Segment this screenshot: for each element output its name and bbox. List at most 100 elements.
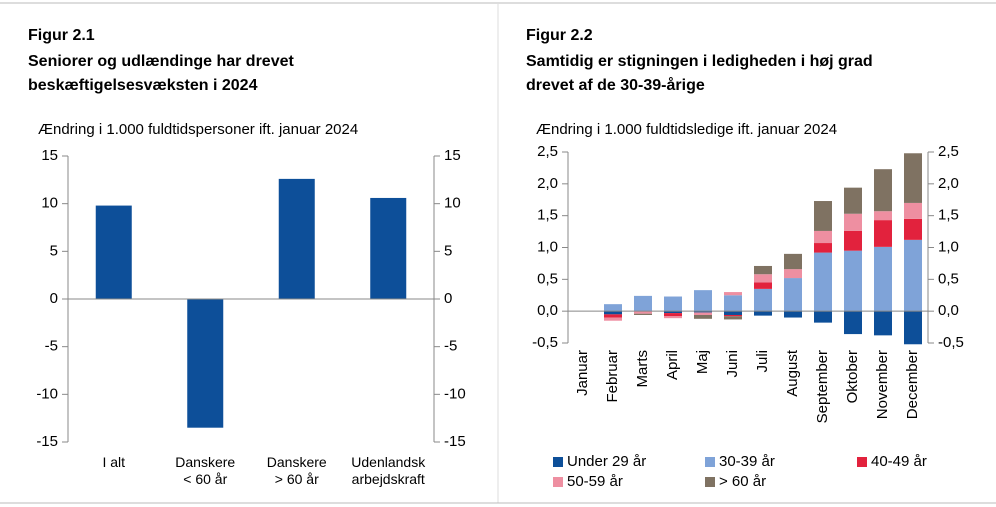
bar-segment [814,201,832,231]
y2-tick-label: 2,0 [938,175,959,192]
y2-tick-label: 2,5 [938,143,959,160]
bar-segment [814,230,832,244]
bar [370,197,407,299]
y-tick-label: 1,0 [537,238,558,255]
y-tick-label: 15 [41,147,58,164]
x-tick-line: arbejdskraft [352,471,425,487]
bar-segment [904,239,922,312]
x-tick-label: November [874,350,891,419]
y2-tick-label: -10 [444,385,466,402]
y-tick-label: 2,0 [537,175,558,192]
bar-segment [754,282,772,289]
x-tick-label: August [784,349,801,397]
x-tick-line: > 60 år [275,471,319,487]
bar-segment [694,314,712,319]
y2-tick-label: 1,5 [938,207,959,224]
y-tick-label: 0,0 [537,302,558,319]
bar-segment [784,311,802,318]
bar-segment [604,304,622,312]
bar-segment [664,311,682,314]
x-tick-label: Juni [724,350,741,378]
legend-label: 40-49 år [871,453,927,470]
bar-segment [694,311,712,313]
y-tick-label: 1,5 [537,207,558,224]
y2-tick-label: 0,0 [938,302,959,319]
y2-tick-label: 10 [444,195,461,212]
y-tick-label: 2,5 [537,143,558,160]
bar-segment [724,295,742,312]
bar-segment [634,311,652,314]
bar [187,299,224,428]
y2-tick-label: 15 [444,147,461,164]
x-tick-label: September [814,350,831,423]
legend-swatch [857,457,867,467]
bar-segment [904,311,922,345]
x-tick-label: Udenlandsk arbejdskraft [351,454,426,487]
bar-segment [874,211,892,221]
x-tick-line: < 60 år [183,471,227,487]
bar-segment [724,311,742,315]
y2-tick-label: 0,5 [938,270,959,287]
x-tick-label: Januar [574,350,591,396]
bar-segment [784,278,802,312]
bar-segment [694,312,712,315]
figure-number: Figur 2.1 [28,27,95,44]
y-tick-label: 10 [41,195,58,212]
bar-segment [844,250,862,312]
x-tick-line: Udenlandsk [351,454,426,470]
y2-tick-label: 1,0 [938,238,959,255]
x-tick-label: Oktober [844,350,861,403]
bar-segment [754,265,772,275]
y2-tick-label: -0,5 [938,334,964,351]
x-tick-label: Juli [754,350,771,373]
bar-segment [814,243,832,253]
bar-segment [874,246,892,312]
figure-title: drevet af de 30-39-årige [526,76,705,94]
bar-segment [784,253,802,270]
y-tick-label: -10 [36,385,58,402]
bar-segment [634,313,652,315]
y-tick-label: 5 [50,242,58,259]
bar-segment [784,269,802,279]
legend-swatch [553,477,563,487]
legend-label: 50-59 år [567,473,623,490]
x-tick-line: I alt [102,454,125,470]
bar-segment [724,314,742,317]
bar-segment [604,317,622,321]
bar-segment [754,288,772,312]
bar-segment [874,169,892,212]
x-tick-line: Danskere [267,454,327,470]
bar-segment [694,290,712,312]
y-axis-label: Ændring i 1.000 fuldtidspersoner ift. ja… [38,121,358,138]
bar-segment [664,316,682,319]
bar-segment [874,311,892,336]
bar-segment [814,311,832,323]
bar-segment [904,218,922,240]
legend-swatch [705,477,715,487]
bar [278,178,315,299]
y-tick-label: -5 [45,338,58,355]
bar-segment [874,220,892,247]
bar-segment [634,295,652,312]
y-tick-label: -0,5 [532,334,558,351]
legend-swatch [705,457,715,467]
bar-segment [724,316,742,320]
bar-segment [664,296,682,312]
figure-title: Seniorer og udlændinge har drevet [28,53,294,70]
y2-tick-label: -15 [444,433,466,450]
legend-label: Under 29 år [567,453,646,470]
x-tick-label: Maj [694,350,711,374]
y-tick-label: 0,5 [537,270,558,287]
x-tick-label: December [904,350,921,419]
figure-title: beskæftigelsesvæksten i 2024 [28,77,258,94]
x-tick-label: April [664,350,681,380]
bar-segment [754,274,772,283]
bar-segment [904,202,922,219]
y-tick-label: -15 [36,433,58,450]
y2-tick-label: -5 [444,338,457,355]
x-tick-label: I alt [102,454,125,470]
legend-label: 30-39 år [719,453,775,470]
bar-segment [844,187,862,214]
x-tick-line: Danskere [175,454,235,470]
